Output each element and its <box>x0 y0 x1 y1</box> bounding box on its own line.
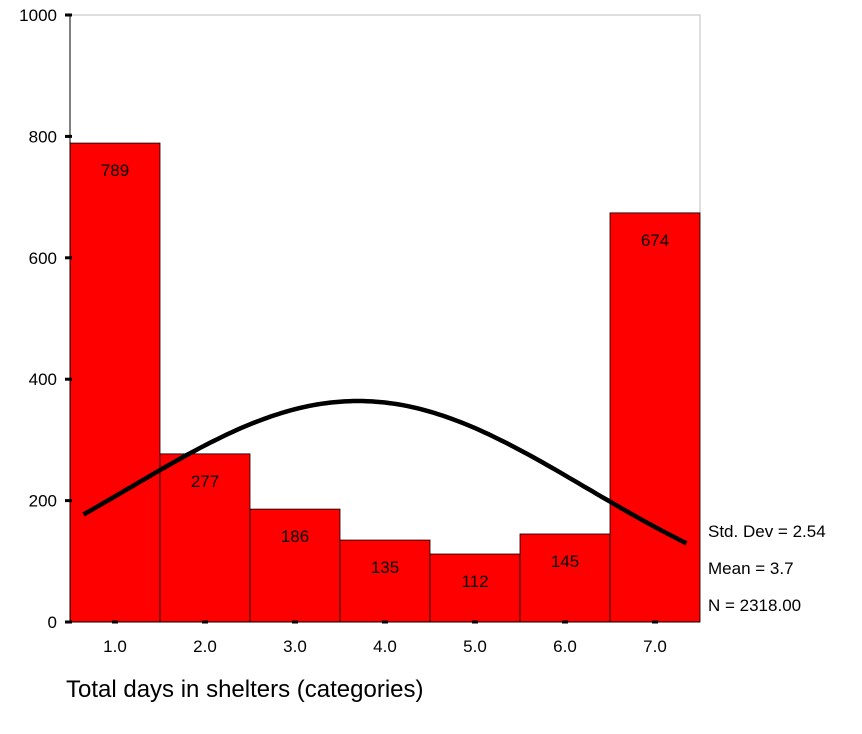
x-axis-ticks: 1.0 2.0 3.0 4.0 5.0 6.0 7.0 <box>103 620 667 656</box>
y-tick-label: 1000 <box>19 6 57 25</box>
y-tick-label: 200 <box>29 492 57 511</box>
bar-value-label: 277 <box>191 472 219 491</box>
x-tick-label: 1.0 <box>103 637 127 656</box>
y-tick-label: 0 <box>48 613 57 632</box>
histogram-bar <box>249 508 341 623</box>
histogram-bar <box>69 142 161 623</box>
bar-value-label: 674 <box>641 231 669 250</box>
std-dev-stat: Std. Dev = 2.54 <box>708 522 826 541</box>
histogram-bar <box>429 553 521 623</box>
x-axis-title: Total days in shelters (categories) <box>66 676 424 703</box>
bar-labels-group: 789 277 186 135 112 145 674 <box>101 161 669 591</box>
x-tick-label: 2.0 <box>193 637 217 656</box>
bars-group <box>69 142 701 623</box>
n-stat: N = 2318.00 <box>708 596 802 615</box>
mean-stat: Mean = 3.7 <box>708 559 794 578</box>
bar-value-label: 112 <box>461 572 488 591</box>
y-axis-ticks: 0 200 400 600 800 1000 <box>19 6 72 632</box>
x-tick-label: 5.0 <box>463 637 487 656</box>
x-tick-label: 4.0 <box>373 637 397 656</box>
bar-value-label: 789 <box>101 161 129 180</box>
histogram-bar <box>609 212 701 623</box>
x-tick-label: 7.0 <box>643 637 667 656</box>
bar-value-label: 186 <box>281 527 309 546</box>
histogram-bar <box>519 533 611 623</box>
x-tick-label: 6.0 <box>553 637 577 656</box>
bar-value-label: 135 <box>371 558 399 577</box>
y-tick-label: 400 <box>29 370 57 389</box>
histogram-bar <box>339 539 431 623</box>
y-tick-label: 600 <box>29 249 57 268</box>
normal-curve <box>82 398 688 546</box>
x-tick-label: 3.0 <box>283 637 307 656</box>
histogram-bar <box>159 453 251 623</box>
bar-value-label: 145 <box>551 552 579 571</box>
y-tick-label: 800 <box>29 127 57 146</box>
